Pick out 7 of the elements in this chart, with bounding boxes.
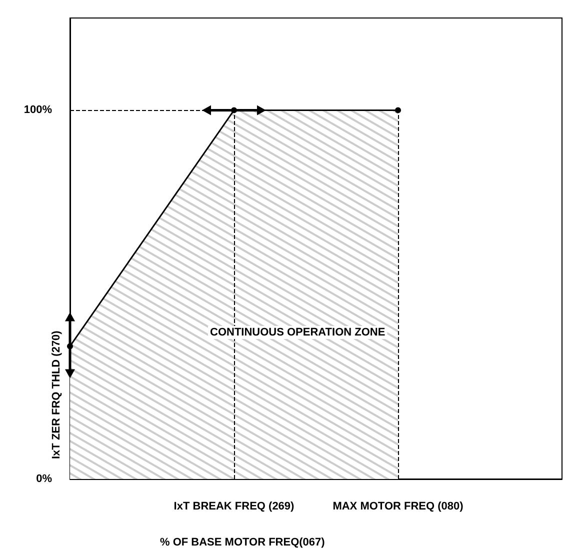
x-tick-label: IxT BREAK FREQ (269) [174, 500, 295, 512]
y-tick-label: 0% [36, 473, 52, 485]
annotation: CONTINUOUS OPERATION ZONE [210, 326, 386, 338]
x-tick-label: MAX MOTOR FREQ (080) [332, 500, 464, 512]
y-axis-title: IxT ZER FRQ THLD (270) [50, 330, 62, 459]
x-axis-title: % OF BASE MOTOR FREQ(067) [160, 536, 326, 548]
y-tick-label: 100% [24, 104, 52, 116]
